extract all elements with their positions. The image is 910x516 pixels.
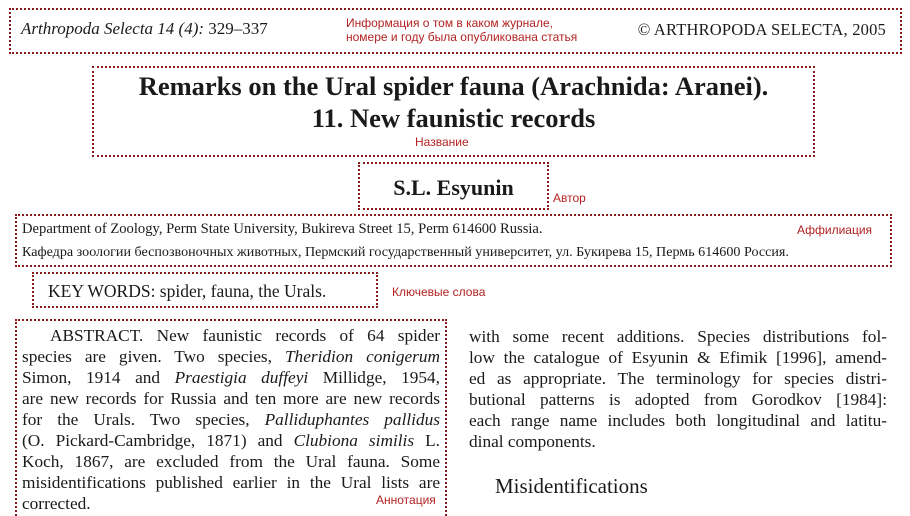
abstract-text-run: Simon, 1914 and (22, 368, 161, 387)
abstract-line: (O. Pickard-Cambridge, 1871) and Clubion… (22, 430, 440, 451)
abstract-box (15, 319, 447, 516)
abstract-line: Koch, 1867, are excluded from the Ural f… (22, 452, 440, 471)
section-heading: Misidentifications (495, 474, 648, 498)
journal-info-box (9, 8, 902, 54)
abstract-text-run: L. (425, 431, 440, 450)
abstract-text-run: for the Urals. Two species, (22, 410, 250, 429)
abstract-line: for the Urals. Two species, Palliduphant… (22, 409, 440, 430)
journal-info-note-line1: Информация о том в каком журнале, (346, 16, 553, 30)
abstract-line: corrected. (22, 494, 91, 513)
keywords-note: Ключевые слова (392, 285, 486, 299)
copyright: © ARTHROPODA SELECTA, 2005 (637, 20, 886, 39)
affiliation-russian: Кафедра зоологии беспозвоночных животных… (22, 244, 789, 260)
body-line: low the catalogue of Esyunin & Efimik [1… (469, 348, 887, 367)
body-line: ed as appropriate. The terminology for s… (469, 369, 887, 388)
abstract-line: misidentifications published earlier in … (22, 473, 440, 492)
abstract-line: species are given. Two species, Theridio… (22, 346, 440, 367)
abstract-text-run: species are given. Two species, (22, 347, 272, 366)
journal-info-note: Информация о том в каком журнале, номере… (346, 16, 577, 44)
journal-pages: 329–337 (208, 19, 268, 38)
species-name: Clubiona similis (293, 431, 415, 450)
body-text-right-column: with some recent additions. Species dist… (469, 326, 887, 452)
abstract-line: Simon, 1914 and Praestigia duffeyi Milli… (22, 367, 440, 388)
abstract-note: Аннотация (376, 493, 436, 507)
abstract-text-run: Millidge, 1954, (322, 368, 440, 387)
author-name: S.L. Esyunin (393, 175, 514, 200)
affiliation-box (15, 214, 892, 267)
journal-info-note-line2: номере и году была опубликована статья (346, 30, 578, 44)
journal-name: Arthropoda Selecta 14 (4): (21, 19, 205, 38)
body-line: butional patterns is adopted from Gorodk… (469, 390, 887, 409)
title-line2: 11. New faunistic records (311, 103, 596, 133)
journal-citation: Arthropoda Selecta 14 (4): 329–337 (21, 18, 268, 40)
abstract-line: ABSTRACT. New faunistic records of 64 sp… (50, 326, 440, 345)
title-note: Название (415, 135, 469, 149)
species-name: Praestigia duffeyi (174, 368, 309, 387)
keywords-text: KEY WORDS: spider, fauna, the Urals. (48, 281, 327, 301)
keywords-box (32, 272, 378, 308)
title-line1: Remarks on the Ural spider fauna (Arachn… (138, 71, 769, 101)
body-line: with some recent additions. Species dist… (469, 327, 887, 346)
abstract-line: are new records for Russia and ten more … (22, 389, 440, 408)
body-line: dinal components. (469, 432, 596, 451)
abstract-text: ABSTRACT. New faunistic records of 64 sp… (22, 325, 440, 514)
abstract-text-run: (O. Pickard-Cambridge, 1871) and (22, 431, 283, 450)
affiliation-english: Department of Zoology, Perm State Univer… (22, 221, 543, 237)
article-title: Remarks on the Ural spider fauna (Arachn… (92, 70, 815, 134)
author-note: Автор (553, 191, 586, 205)
body-line: each range name includes both longitudin… (469, 411, 887, 430)
species-name: Theridion conigerum (284, 347, 440, 366)
species-name: Palliduphantes pallidus (264, 410, 440, 429)
author-box (358, 162, 549, 210)
title-box (92, 66, 815, 157)
affiliation-note: Аффилиация (797, 223, 873, 237)
